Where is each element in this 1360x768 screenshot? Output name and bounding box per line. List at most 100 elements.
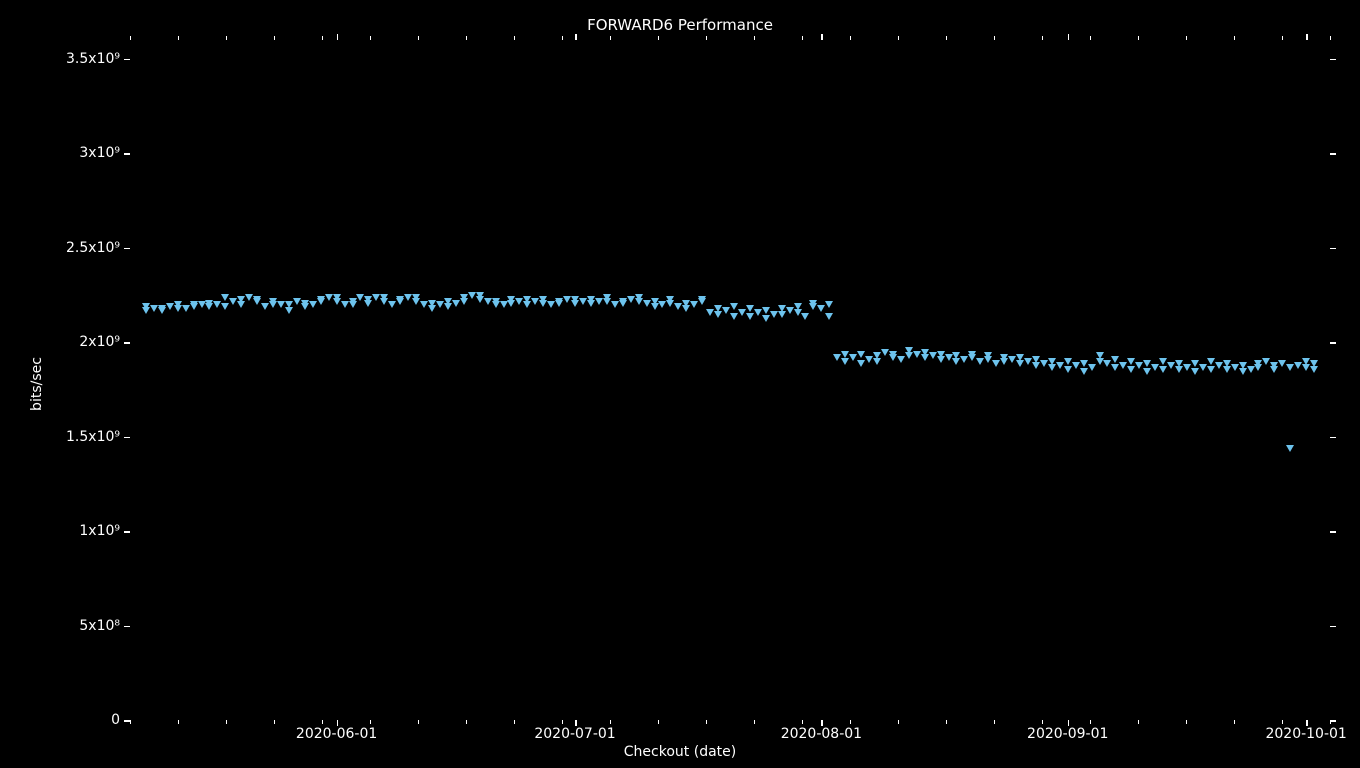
x-minor-tick	[610, 720, 611, 724]
y-tick-mark	[1330, 626, 1336, 628]
data-point	[794, 309, 802, 316]
data-point	[1159, 358, 1167, 365]
chart-title: FORWARD6 Performance	[0, 16, 1360, 34]
data-point	[1056, 362, 1064, 369]
data-point	[190, 301, 198, 308]
x-minor-tick	[178, 36, 179, 40]
y-tick-mark	[1330, 153, 1336, 155]
data-point	[921, 349, 929, 356]
data-point	[1016, 354, 1024, 361]
x-minor-tick	[610, 36, 611, 40]
y-tick-mark	[124, 342, 130, 344]
data-point	[1239, 362, 1247, 369]
x-minor-tick	[850, 36, 851, 40]
y-tick-label: 1.5x10⁹	[66, 429, 120, 445]
data-point	[1000, 358, 1008, 365]
data-point	[174, 301, 182, 308]
data-point	[1191, 360, 1199, 367]
data-point	[277, 301, 285, 308]
x-minor-tick	[130, 36, 131, 40]
data-point	[444, 303, 452, 310]
x-minor-tick	[754, 36, 755, 40]
data-point	[317, 298, 325, 305]
data-point	[714, 311, 722, 318]
data-point	[547, 301, 555, 308]
x-minor-tick	[514, 36, 515, 40]
data-point	[1048, 358, 1056, 365]
data-point	[523, 296, 531, 303]
data-point	[992, 360, 1000, 367]
data-point	[1207, 366, 1215, 373]
data-point	[1008, 356, 1016, 363]
x-minor-tick	[1090, 720, 1091, 724]
data-point	[762, 307, 770, 314]
data-point	[436, 301, 444, 308]
data-point	[364, 296, 372, 303]
data-point	[825, 301, 833, 308]
x-minor-tick	[658, 36, 659, 40]
data-point	[500, 301, 508, 308]
x-minor-tick	[1330, 720, 1331, 724]
data-point	[913, 351, 921, 358]
data-point	[1199, 364, 1207, 371]
y-axis-label: bits/sec	[29, 357, 45, 411]
data-point	[460, 298, 468, 305]
data-point	[333, 294, 341, 301]
data-point	[476, 292, 484, 299]
x-minor-tick	[1042, 36, 1043, 40]
x-minor-tick	[754, 720, 755, 724]
y-tick-mark	[124, 59, 130, 61]
x-tick-mark	[1068, 720, 1070, 726]
x-minor-tick	[1330, 36, 1331, 40]
x-minor-tick	[514, 720, 515, 724]
data-point	[428, 300, 436, 307]
data-point	[651, 298, 659, 305]
data-point	[198, 301, 206, 308]
x-tick-label: 2020-06-01	[296, 726, 377, 742]
data-point	[1032, 356, 1040, 363]
data-point	[388, 301, 396, 308]
x-tick-mark	[1306, 720, 1308, 726]
data-point	[150, 305, 158, 312]
x-minor-tick	[898, 720, 899, 724]
data-point	[1072, 362, 1080, 369]
x-tick-label: 2020-07-01	[534, 726, 615, 742]
data-point	[1278, 360, 1286, 367]
data-point	[301, 300, 309, 307]
data-point	[666, 300, 674, 307]
x-minor-tick	[466, 720, 467, 724]
data-point	[293, 298, 301, 305]
x-tick-label: 2020-08-01	[781, 726, 862, 742]
y-tick-mark	[124, 437, 130, 439]
data-point	[976, 358, 984, 365]
data-point	[1024, 358, 1032, 365]
chart-container: FORWARD6 Performance bits/sec Checkout (…	[0, 0, 1360, 768]
data-point	[309, 301, 317, 308]
x-minor-tick	[1090, 36, 1091, 40]
y-tick-label: 1x10⁹	[79, 523, 120, 539]
data-point	[968, 354, 976, 361]
y-tick-label: 2.5x10⁹	[66, 240, 120, 256]
data-point	[1207, 358, 1215, 365]
data-point	[1270, 366, 1278, 373]
data-point	[420, 301, 428, 308]
x-tick-mark	[821, 34, 823, 40]
data-point	[746, 313, 754, 320]
x-minor-tick	[1186, 36, 1187, 40]
x-tick-mark	[821, 720, 823, 726]
data-point	[1119, 362, 1127, 369]
data-point	[746, 305, 754, 312]
data-point	[325, 294, 333, 301]
x-minor-tick	[274, 36, 275, 40]
plot-area	[130, 40, 1330, 720]
x-minor-tick	[1138, 36, 1139, 40]
data-point	[285, 301, 293, 308]
data-point	[380, 294, 388, 301]
x-minor-tick	[946, 720, 947, 724]
data-point	[158, 307, 166, 314]
data-point	[897, 356, 905, 363]
data-point	[1143, 360, 1151, 367]
y-tick-mark	[124, 531, 130, 533]
data-point	[952, 352, 960, 359]
data-point	[1286, 445, 1294, 452]
